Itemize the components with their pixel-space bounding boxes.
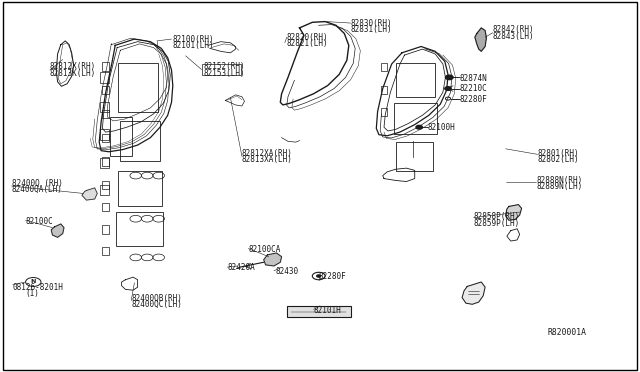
Polygon shape [506,205,522,220]
Text: 82820(RH): 82820(RH) [287,33,328,42]
Text: 82802(LH): 82802(LH) [538,155,579,164]
Bar [102,62,109,71]
Bar [381,63,387,71]
Bar [120,121,160,161]
Text: 82858P(RH): 82858P(RH) [474,212,520,221]
Text: 82100C: 82100C [26,217,53,226]
Polygon shape [475,28,486,51]
Bar [100,102,109,112]
Text: 82400QC(LH): 82400QC(LH) [131,300,182,309]
Text: 82153(LH): 82153(LH) [204,69,245,78]
Text: 82400QB(RH): 82400QB(RH) [131,294,182,303]
Text: 82874N: 82874N [460,74,487,83]
Text: 82100CA: 82100CA [248,245,281,254]
Text: 82830(RH): 82830(RH) [351,19,392,28]
Text: 82859P(LH): 82859P(LH) [474,219,520,228]
Text: 82430: 82430 [275,267,298,276]
Text: 82888N(RH): 82888N(RH) [536,176,582,185]
Text: 82831(LH): 82831(LH) [351,25,392,34]
Text: (1): (1) [26,289,40,298]
Bar [100,158,109,168]
Circle shape [416,125,422,129]
Text: 82801(RH): 82801(RH) [538,149,579,158]
Bar [102,86,109,94]
Text: 82400Q (RH): 82400Q (RH) [12,179,62,187]
Text: 82889N(LH): 82889N(LH) [536,182,582,191]
Bar [102,247,109,255]
Text: 82101(LH): 82101(LH) [173,41,214,50]
Circle shape [317,275,321,277]
Bar [381,108,387,116]
Bar [102,203,109,211]
Bar [110,117,132,156]
Text: 82813K(LH): 82813K(LH) [50,69,96,78]
Circle shape [445,87,451,90]
Bar [100,72,109,83]
Bar [396,142,433,171]
Text: 82843(LH): 82843(LH) [493,32,534,41]
Text: 82812X(RH): 82812X(RH) [50,62,96,71]
Bar [381,86,387,94]
Text: 82400QA(LH): 82400QA(LH) [12,185,62,194]
Bar [102,134,109,142]
Text: 82210C: 82210C [460,84,487,93]
Text: 82152(RH): 82152(RH) [204,62,245,71]
Bar [102,110,109,118]
Text: 82842(RH): 82842(RH) [493,25,534,34]
Text: 82101H: 82101H [314,306,341,315]
Bar [118,171,162,206]
Bar [102,225,109,234]
Text: 82100(RH): 82100(RH) [173,35,214,44]
Bar [102,181,109,189]
Text: 82420A: 82420A [227,263,255,272]
Text: 82280F: 82280F [319,272,346,280]
Polygon shape [51,224,64,237]
Text: N: N [31,279,36,285]
Bar [100,185,109,195]
Text: 82821(LH): 82821(LH) [287,39,328,48]
Text: 82100H: 82100H [428,123,455,132]
Bar [202,64,241,75]
Polygon shape [462,282,485,304]
Text: 82812XA(RH): 82812XA(RH) [242,149,292,158]
Bar [396,63,435,97]
Bar [102,157,109,166]
Bar [394,103,437,134]
Text: 82280F: 82280F [460,95,487,104]
Text: 82813XA(LH): 82813XA(LH) [242,155,292,164]
Polygon shape [82,188,97,200]
Text: R820001A: R820001A [547,328,586,337]
Circle shape [445,75,453,80]
Bar [116,212,163,246]
Text: 08126-8201H: 08126-8201H [13,283,63,292]
Bar [100,129,109,140]
Polygon shape [264,253,282,266]
Bar [287,306,351,317]
